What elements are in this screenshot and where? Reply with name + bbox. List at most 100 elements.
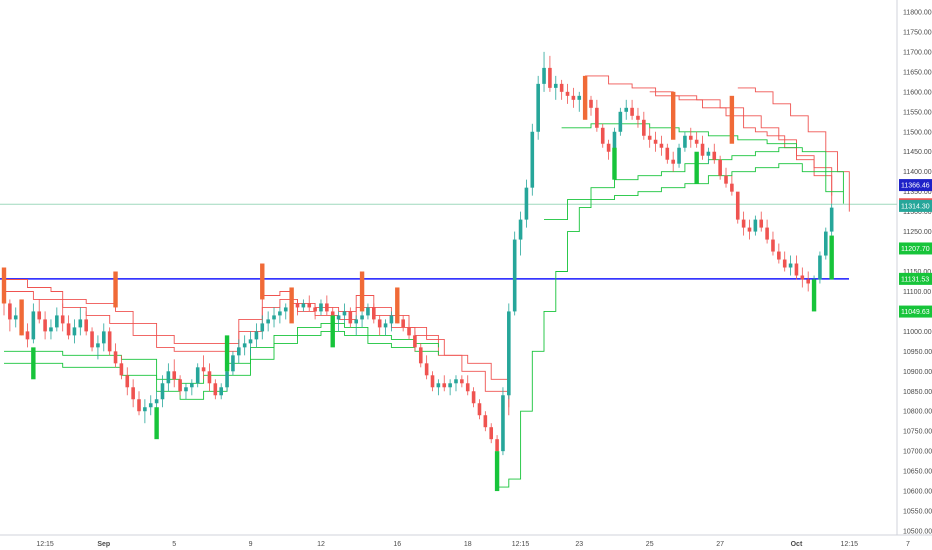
candle-body[interactable] (518, 219, 523, 240)
candle-body[interactable] (706, 151, 711, 156)
candle-body[interactable] (207, 371, 212, 384)
candle-body[interactable] (348, 311, 353, 324)
candle-body[interactable] (325, 303, 329, 312)
candle-body[interactable] (436, 383, 441, 388)
candle-body[interactable] (66, 323, 71, 336)
candle-body[interactable] (771, 239, 775, 252)
candle-body[interactable] (501, 395, 505, 452)
candle-body[interactable] (712, 151, 717, 160)
candle-body[interactable] (753, 219, 758, 232)
candle-body[interactable] (195, 367, 200, 384)
candle-body[interactable] (37, 311, 42, 320)
candle-body[interactable] (283, 307, 288, 312)
candle-body[interactable] (225, 371, 229, 388)
candle-body[interactable] (119, 363, 124, 376)
candle-body[interactable] (354, 319, 358, 324)
candle-body[interactable] (595, 107, 599, 128)
candle-body[interactable] (507, 311, 511, 396)
candle-body[interactable] (237, 347, 241, 356)
candle-body[interactable] (653, 139, 658, 144)
candle-body[interactable] (154, 399, 159, 404)
candle-body[interactable] (260, 323, 265, 332)
candle-body[interactable] (278, 311, 282, 316)
candle-body[interactable] (636, 115, 640, 120)
candle-body[interactable] (800, 275, 805, 280)
candle-body[interactable] (319, 303, 323, 312)
candle-body[interactable] (735, 191, 740, 220)
candle-body[interactable] (148, 403, 153, 408)
candle-body[interactable] (665, 147, 670, 160)
candle-body[interactable] (483, 415, 488, 428)
candle-body[interactable] (43, 319, 47, 332)
candle-body[interactable] (782, 259, 787, 268)
candle-body[interactable] (84, 319, 88, 332)
candle-body[interactable] (460, 379, 464, 384)
candle-body[interactable] (366, 307, 370, 316)
candle-body[interactable] (137, 399, 141, 412)
candle-body[interactable] (266, 319, 270, 324)
candle-body[interactable] (542, 67, 546, 84)
candle-body[interactable] (418, 347, 423, 364)
candle-body[interactable] (747, 227, 752, 232)
candle-body[interactable] (72, 327, 77, 336)
candle-body[interactable] (589, 99, 593, 108)
candle-body[interactable] (125, 375, 130, 388)
candle-body[interactable] (377, 319, 382, 328)
candle-body[interactable] (824, 231, 828, 256)
candle-body[interactable] (465, 383, 470, 392)
candle-body[interactable] (730, 183, 734, 192)
candle-body[interactable] (307, 303, 312, 308)
candle-body[interactable] (671, 159, 675, 164)
candle-body[interactable] (724, 175, 728, 184)
candle-body[interactable] (677, 147, 681, 164)
candle-body[interactable] (55, 315, 59, 328)
candle-body[interactable] (372, 307, 376, 320)
candle-body[interactable] (741, 219, 746, 228)
candle-body[interactable] (618, 111, 623, 132)
candle-body[interactable] (131, 387, 135, 400)
candle-body[interactable] (471, 391, 476, 404)
candle-body[interactable] (794, 263, 799, 276)
candle-body[interactable] (25, 331, 30, 340)
candle-body[interactable] (213, 383, 218, 396)
candle-body[interactable] (829, 207, 834, 232)
candle-body[interactable] (96, 343, 100, 348)
candle-body[interactable] (548, 67, 552, 88)
candle-body[interactable] (219, 387, 223, 396)
candle-body[interactable] (13, 315, 18, 320)
candle-body[interactable] (201, 367, 206, 372)
candle-body[interactable] (389, 315, 394, 324)
candle-body[interactable] (647, 135, 652, 140)
candle-body[interactable] (571, 95, 576, 100)
candle-body[interactable] (565, 91, 570, 96)
candle-body[interactable] (313, 307, 317, 312)
candle-body[interactable] (718, 159, 722, 176)
candle-body[interactable] (178, 379, 182, 392)
candle-body[interactable] (342, 311, 347, 316)
candle-body[interactable] (78, 319, 83, 328)
candle-body[interactable] (530, 131, 535, 188)
candle-body[interactable] (612, 131, 617, 152)
candle-body[interactable] (383, 323, 388, 328)
candle-body[interactable] (295, 303, 300, 308)
candle-body[interactable] (248, 339, 253, 344)
candle-body[interactable] (600, 127, 605, 144)
candle-body[interactable] (495, 439, 499, 452)
candle-body[interactable] (336, 315, 341, 320)
candle-body[interactable] (190, 383, 194, 388)
candle-body[interactable] (788, 263, 793, 268)
candle-body[interactable] (700, 143, 705, 156)
candle-body[interactable] (683, 135, 687, 148)
candle-body[interactable] (254, 331, 259, 340)
candle-body[interactable] (694, 139, 699, 144)
candle-body[interactable] (231, 355, 235, 372)
candle-body[interactable] (454, 379, 458, 384)
candle-body[interactable] (524, 187, 529, 220)
candle-body[interactable] (512, 239, 517, 312)
candle-body[interactable] (407, 327, 411, 336)
candle-body[interactable] (424, 363, 429, 376)
candle-body[interactable] (818, 255, 822, 280)
candle-body[interactable] (8, 303, 12, 320)
candle-body[interactable] (777, 251, 781, 260)
candle-body[interactable] (659, 143, 664, 148)
